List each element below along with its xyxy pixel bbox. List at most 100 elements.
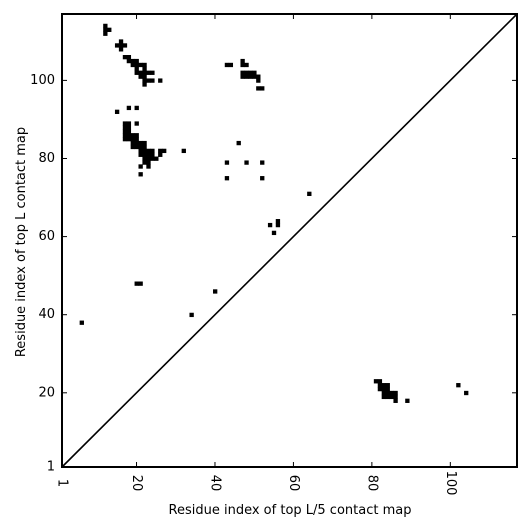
contact-point-upper (142, 66, 147, 72)
contact-point-upper (146, 152, 151, 157)
contact-point-lower (385, 383, 390, 388)
contact-point-upper (79, 320, 84, 325)
contact-point-upper (122, 121, 128, 126)
contact-point-upper (134, 62, 139, 68)
contact-point-upper (142, 152, 147, 157)
contact-point-upper (142, 74, 147, 79)
contact-point-lower (389, 394, 394, 400)
y-tick-label: 60 (38, 229, 55, 244)
contact-point-upper (103, 31, 108, 36)
contact-point-upper (146, 156, 151, 161)
contact-point-upper (134, 281, 139, 286)
contact-point-upper (275, 222, 281, 228)
contact-point-upper (118, 39, 124, 44)
contact-point-upper (134, 121, 139, 126)
y-tick-label: 1 (47, 460, 55, 475)
y-tick-label: 40 (38, 307, 55, 322)
contact-point-upper (307, 191, 312, 196)
y-tick-label: 80 (38, 151, 55, 166)
x-tick-label: 1 (55, 479, 70, 487)
contact-point-upper (189, 312, 194, 318)
y-tick-label: 20 (38, 385, 55, 400)
contact-point-upper (138, 148, 143, 154)
x-axis-label: Residue index of top L/5 contact map (169, 503, 412, 518)
contact-point-upper (244, 160, 249, 165)
x-tick-label: 60 (286, 475, 301, 492)
contact-point-upper (134, 140, 139, 146)
contact-point-upper (158, 78, 163, 83)
contact-point-upper (162, 148, 167, 154)
contact-point-upper (224, 160, 230, 165)
contact-point-upper (213, 289, 218, 294)
contact-point-upper (134, 58, 139, 64)
contact-point-lower (405, 398, 410, 403)
contact-point-upper (275, 219, 281, 224)
contact-point-upper (118, 47, 124, 52)
contact-point-upper (114, 43, 120, 48)
contact-point-lower (381, 386, 386, 392)
contact-point-upper (118, 43, 124, 48)
contact-point-lower (385, 390, 390, 396)
contact-point-upper (130, 137, 135, 142)
contact-point-upper (134, 144, 139, 150)
contact-point-upper (260, 160, 265, 165)
x-tick-label: 20 (129, 475, 144, 492)
contact-point-upper (138, 144, 143, 150)
contact-point-upper (256, 78, 261, 83)
contact-point-upper (158, 152, 163, 157)
contact-point-upper (146, 78, 151, 83)
contact-point-upper (130, 140, 135, 146)
contact-point-lower (393, 398, 398, 403)
contact-point-upper (244, 62, 249, 68)
contact-point-upper (130, 144, 135, 150)
diagonal-line (61, 13, 518, 468)
contact-point-upper (134, 133, 139, 138)
contact-point-upper (260, 176, 265, 181)
contact-point-lower (456, 383, 461, 388)
contact-point-lower (385, 394, 390, 400)
contact-point-upper (126, 125, 132, 130)
contact-point-upper (130, 58, 135, 64)
contact-point-upper (138, 62, 143, 68)
contact-point-upper (181, 148, 186, 154)
contact-point-upper (142, 78, 147, 83)
contact-point-upper (244, 74, 249, 79)
contact-point-upper (138, 164, 143, 169)
contact-point-upper (256, 74, 261, 79)
contact-point-upper (130, 62, 135, 68)
contact-point-upper (142, 62, 147, 68)
contact-point-upper (134, 105, 139, 111)
contact-point-upper (240, 70, 245, 75)
contact-point-upper (138, 74, 143, 79)
contact-point-upper (107, 27, 112, 32)
contact-point-lower (373, 379, 379, 384)
contact-point-lower (377, 386, 383, 392)
contact-point-upper (142, 140, 147, 146)
contact-point-upper (142, 160, 147, 165)
contact-point-upper (146, 70, 151, 75)
contact-point-upper (146, 164, 151, 169)
contact-point-upper (130, 133, 135, 138)
contact-point-lower (464, 390, 469, 396)
contact-point-upper (240, 58, 245, 64)
contact-point-upper (126, 55, 132, 60)
contact-point-lower (381, 383, 386, 388)
contact-point-upper (126, 105, 132, 111)
contact-point-upper (122, 137, 128, 142)
contact-point-upper (138, 281, 143, 286)
y-tick-label: 100 (30, 73, 55, 88)
points-layer (79, 23, 469, 403)
x-tick-label: 100 (443, 471, 458, 496)
contact-point-upper (150, 78, 155, 83)
contact-point-upper (150, 148, 155, 154)
contact-point-lower (377, 383, 383, 388)
contact-point-lower (393, 390, 398, 396)
contact-point-upper (224, 62, 230, 68)
contact-point-upper (150, 152, 155, 157)
contact-point-upper (138, 70, 143, 75)
y-axis-label: Residue index of top L contact map (14, 127, 29, 357)
contact-point-upper (142, 156, 147, 161)
contact-point-upper (150, 156, 155, 161)
